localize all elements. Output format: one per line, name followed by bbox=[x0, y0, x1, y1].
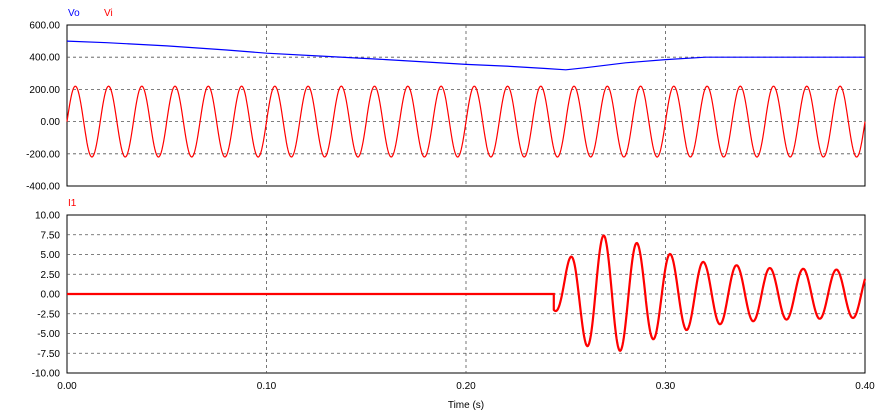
legend-vi: Vi bbox=[104, 8, 113, 19]
bottom-y-tick-labels: 10.00 7.50 5.00 2.50 0.00 -2.50 -5.00 -7.50 -10.… bbox=[32, 211, 61, 380]
series-vo-line bbox=[66, 40, 865, 71]
y-tick-label: 5.00 bbox=[41, 250, 61, 261]
y-tick-label: 200.00 bbox=[29, 85, 60, 96]
top-series bbox=[66, 40, 866, 158]
top-grid bbox=[67, 25, 865, 186]
x-tick-label: 0.40 bbox=[855, 381, 875, 392]
legend-vo: Vo bbox=[68, 8, 80, 19]
top-y-tick-labels: 600.00 400.00 200.00 0.00 -200.00 -400.00 bbox=[26, 21, 60, 193]
top-panel: 600.00 400.00 200.00 0.00 -200.00 -400.00 Vo … bbox=[26, 8, 866, 193]
y-tick-label: 400.00 bbox=[29, 53, 60, 64]
x-tick-labels: 0.00 0.10 0.20 0.30 0.40 bbox=[57, 381, 875, 392]
x-tick-label: 0.10 bbox=[257, 381, 277, 392]
series-i1-line bbox=[67, 234, 867, 353]
bottom-series bbox=[67, 234, 867, 353]
y-tick-label: 600.00 bbox=[29, 21, 60, 32]
bottom-panel: 10.00 7.50 5.00 2.50 0.00 -2.50 -5.00 -7.50 -10.… bbox=[32, 198, 867, 380]
y-tick-label: 10.00 bbox=[35, 211, 60, 222]
y-tick-label: -2.50 bbox=[37, 309, 60, 320]
x-tick-label: 0.30 bbox=[656, 381, 676, 392]
x-tick-label: 0.00 bbox=[57, 381, 77, 392]
y-tick-label: 2.50 bbox=[41, 270, 61, 281]
y-tick-label: -200.00 bbox=[26, 149, 60, 160]
legend-i1: I1 bbox=[68, 198, 77, 209]
top-legend: Vo Vi bbox=[68, 8, 113, 19]
y-tick-label: -5.00 bbox=[37, 329, 60, 340]
y-tick-label: 0.00 bbox=[41, 117, 61, 128]
y-tick-label: 0.00 bbox=[41, 290, 61, 301]
y-tick-label: -10.00 bbox=[32, 369, 61, 380]
y-tick-label: -7.50 bbox=[37, 349, 60, 360]
x-tick-label: 0.20 bbox=[456, 381, 476, 392]
x-axis-label: Time (s) bbox=[448, 400, 484, 411]
y-tick-label: 7.50 bbox=[41, 230, 61, 241]
y-tick-label: -400.00 bbox=[26, 182, 60, 193]
series-vi-line bbox=[66, 85, 866, 158]
